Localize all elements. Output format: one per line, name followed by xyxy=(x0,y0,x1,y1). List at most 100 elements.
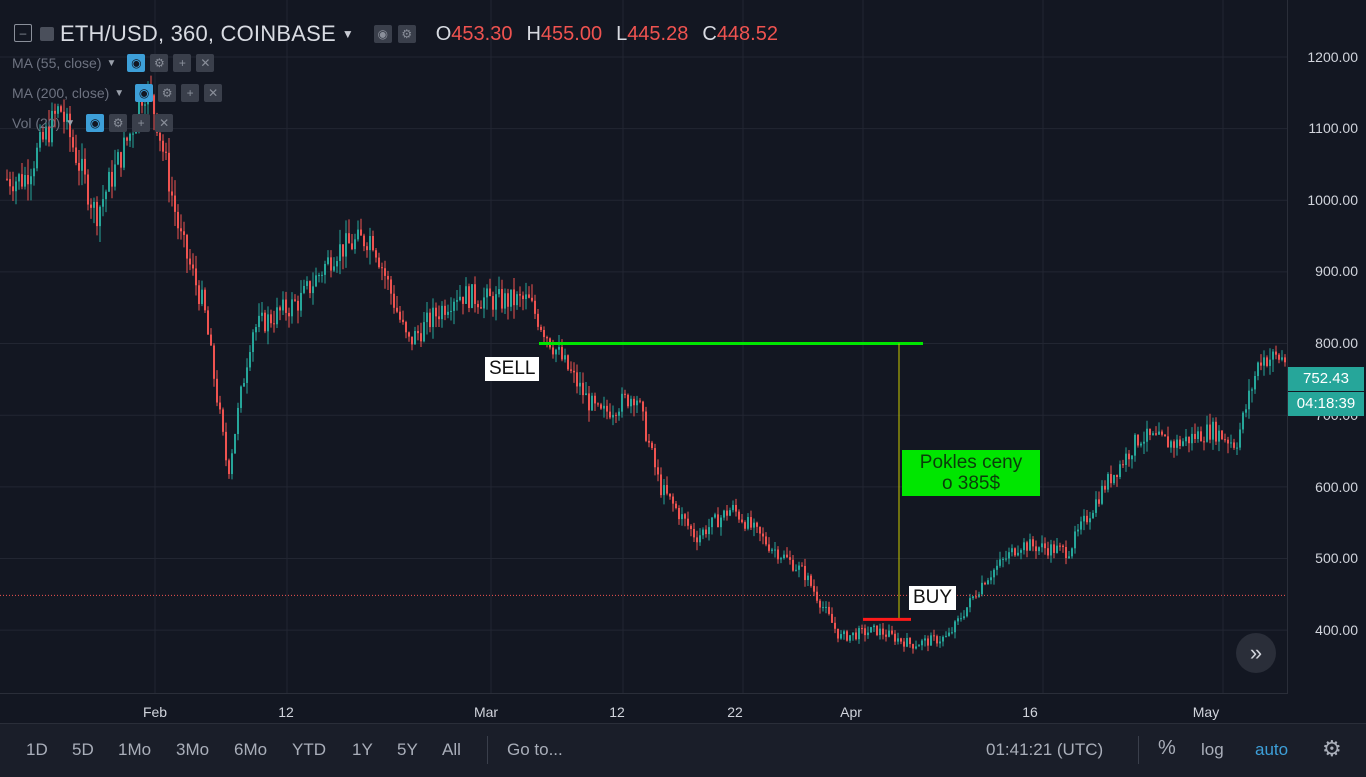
candle-body xyxy=(669,493,671,497)
candle-body xyxy=(1212,421,1214,440)
range-1mo[interactable]: 1Mo xyxy=(118,740,152,759)
indicator-volume[interactable]: Vol (20) ▼ ◉ ⚙ + ✕ xyxy=(12,112,174,134)
candle-body xyxy=(576,372,578,387)
range-5y[interactable]: 5Y xyxy=(397,740,418,759)
chevron-down-icon[interactable]: ▼ xyxy=(106,57,117,69)
symbol-title[interactable]: ETH/USD, 360, COINBASE xyxy=(60,21,336,46)
candle-body xyxy=(81,158,83,171)
range-all[interactable]: All xyxy=(442,740,461,759)
candle-body xyxy=(717,514,719,528)
candle-body xyxy=(501,289,503,309)
eye-icon[interactable]: ◉ xyxy=(127,54,146,72)
candle-body xyxy=(522,295,524,300)
candle-body xyxy=(294,299,296,301)
goto-button[interactable]: Go to... xyxy=(507,740,563,759)
auto-toggle[interactable]: auto xyxy=(1255,740,1289,759)
candle-body xyxy=(420,333,422,342)
candle-body xyxy=(228,460,230,475)
candle-body xyxy=(207,310,209,335)
candle-body xyxy=(864,628,866,636)
candle-body xyxy=(966,607,968,617)
candle-body xyxy=(618,411,620,416)
candle-body xyxy=(738,511,740,520)
candle-body xyxy=(462,296,464,304)
candle-body xyxy=(408,332,410,337)
candle-body xyxy=(1164,434,1166,437)
gear-icon[interactable]: ⚙ xyxy=(1322,736,1342,761)
candle-body xyxy=(219,402,221,410)
range-6mo[interactable]: 6Mo xyxy=(234,740,268,759)
gear-icon[interactable]: ⚙ xyxy=(109,114,128,132)
percent-toggle[interactable]: % xyxy=(1158,737,1176,759)
chevron-down-icon[interactable]: ▼ xyxy=(341,27,354,41)
chart-canvas[interactable] xyxy=(0,0,1288,693)
candle-body xyxy=(66,113,68,122)
candle-body xyxy=(570,369,572,371)
eye-icon[interactable]: ◉ xyxy=(373,25,392,43)
candle-body xyxy=(972,596,974,599)
close-icon[interactable]: ✕ xyxy=(196,54,215,72)
chevron-down-icon[interactable]: ▼ xyxy=(114,87,125,99)
price-axis[interactable]: 1200.00 1100.00 1000.00 900.00 800.00 70… xyxy=(1287,0,1366,693)
price-tick: 1100.00 xyxy=(1308,120,1358,136)
eye-icon[interactable]: ◉ xyxy=(135,84,154,102)
range-5d[interactable]: 5D xyxy=(72,740,94,759)
candle-body xyxy=(588,393,590,411)
candle-body xyxy=(117,152,119,165)
candle-body xyxy=(1008,552,1010,559)
candle-body xyxy=(564,355,566,360)
candle-body xyxy=(456,300,458,302)
candle-body xyxy=(765,536,767,545)
buy-label: BUY xyxy=(909,586,957,610)
plus-icon[interactable]: + xyxy=(181,84,200,102)
candle-body xyxy=(354,239,356,250)
candle-body xyxy=(654,448,656,468)
candle-body xyxy=(45,126,47,140)
candle-body xyxy=(1269,359,1271,366)
candle-body xyxy=(288,312,290,317)
range-3mo[interactable]: 3Mo xyxy=(176,740,210,759)
gear-icon[interactable]: ⚙ xyxy=(397,25,416,43)
candle-body xyxy=(903,641,905,647)
time-axis[interactable]: Feb 12 Mar 12 22 Apr 16 May xyxy=(0,693,1288,724)
candle-body xyxy=(873,625,875,628)
candle-body xyxy=(435,307,437,317)
close-icon[interactable]: ✕ xyxy=(204,84,223,102)
sell-label: SELL xyxy=(485,357,540,381)
candle-body xyxy=(624,393,626,395)
indicator-ma200[interactable]: MA (200, close) ▼ ◉ ⚙ + ✕ xyxy=(12,82,223,104)
candle-body xyxy=(1167,436,1169,448)
scroll-to-realtime-button[interactable]: » xyxy=(1236,633,1276,673)
candle-body xyxy=(1266,357,1268,366)
candle-body xyxy=(990,577,992,581)
plus-icon[interactable]: + xyxy=(132,114,151,132)
candle-body xyxy=(708,527,710,535)
utc-clock[interactable]: 01:41:21 (UTC) xyxy=(986,740,1104,759)
candle-body xyxy=(882,628,884,635)
candle-body xyxy=(33,168,35,177)
plus-icon[interactable]: + xyxy=(173,54,192,72)
candle-body xyxy=(954,621,956,633)
eye-icon[interactable]: ◉ xyxy=(86,114,105,132)
range-1y[interactable]: 1Y xyxy=(352,740,373,759)
candle-body xyxy=(318,275,320,277)
log-toggle[interactable]: log xyxy=(1201,740,1224,759)
range-ytd[interactable]: YTD xyxy=(292,740,326,759)
indicator-ma55[interactable]: MA (55, close) ▼ ◉ ⚙ + ✕ xyxy=(12,52,215,74)
candle-body xyxy=(735,504,737,512)
candle-body xyxy=(1281,357,1283,360)
gear-icon[interactable]: ⚙ xyxy=(158,84,177,102)
close-icon[interactable]: ✕ xyxy=(155,114,174,132)
chevron-down-icon[interactable]: ▼ xyxy=(65,117,76,129)
candle-body xyxy=(537,313,539,327)
candle-body xyxy=(426,312,428,323)
gear-icon[interactable]: ⚙ xyxy=(150,54,169,72)
candle-body xyxy=(591,395,593,411)
candle-body xyxy=(87,174,89,205)
collapse-icon[interactable]: – xyxy=(14,24,32,42)
candle-body xyxy=(777,549,779,560)
candle-body xyxy=(168,152,170,192)
candle-body xyxy=(510,289,512,307)
range-1d[interactable]: 1D xyxy=(26,740,48,759)
candle-body xyxy=(1044,543,1046,549)
